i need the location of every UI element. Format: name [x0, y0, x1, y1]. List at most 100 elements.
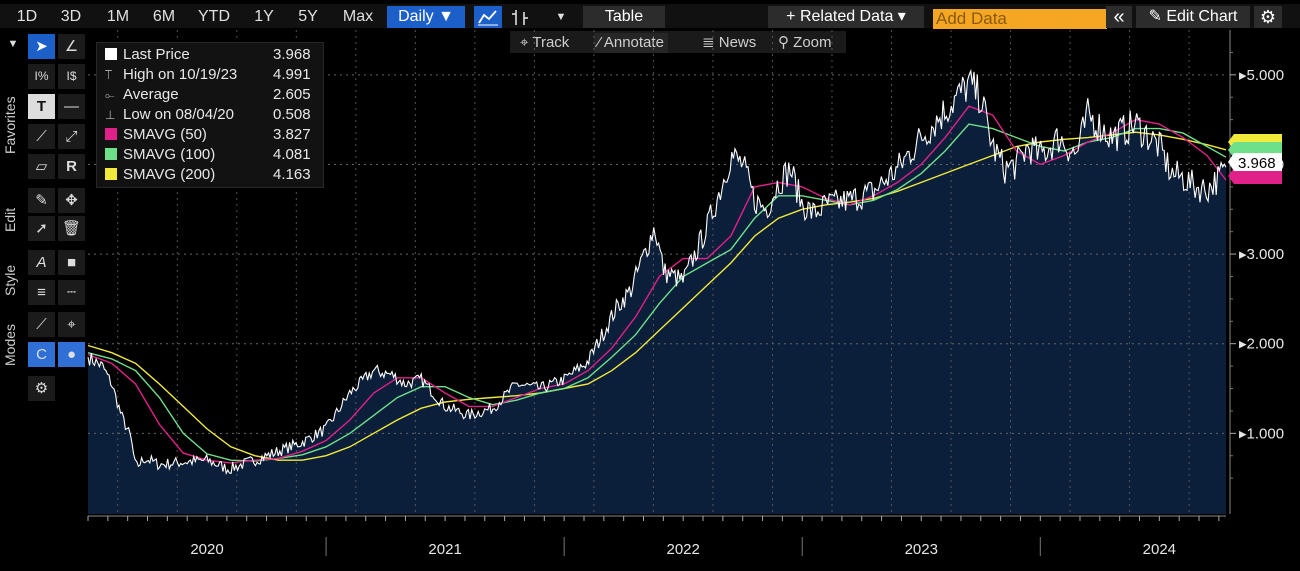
news-icon: ≣	[702, 34, 715, 51]
range-ytd-button[interactable]: YTD	[198, 8, 230, 25]
related-data-button[interactable]: + Related Data ▾	[768, 6, 924, 28]
track-button[interactable]: ⌖ Track	[520, 33, 569, 53]
range-1d-button[interactable]: 1D	[16, 8, 38, 25]
settings-small-icon[interactable]: ⚙	[28, 376, 55, 401]
legend-value: 4.163	[273, 166, 311, 183]
ray-line-icon[interactable]: ⤢	[58, 124, 85, 149]
legend-row: ⟜ Average	[105, 85, 179, 105]
legend-label: SMAVG (50)	[123, 126, 207, 143]
font-style-icon[interactable]: A	[28, 250, 55, 275]
x-tick-label: 2021	[428, 541, 461, 558]
legend-value: 4.081	[273, 146, 311, 163]
last-price-tag	[1228, 153, 1282, 171]
line-chart-type-button[interactable]	[474, 6, 502, 28]
range-1y-button[interactable]: 1Y	[254, 8, 274, 25]
legend-value: 3.968	[273, 46, 311, 63]
crosshair-icon: ⌖	[520, 34, 529, 51]
range-1m-button[interactable]: 1M	[106, 8, 130, 25]
legend-marker-icon: ⊥	[105, 108, 116, 122]
annotate-button[interactable]: ⁄ Annotate	[594, 33, 668, 53]
price-area	[88, 70, 1226, 515]
tool-panel: Favorites Edit Style Modes ▼ ➤ ∠ I% I$ T…	[0, 30, 90, 410]
draw-pen-icon[interactable]: ✎	[28, 188, 55, 213]
legend-row: Last Price	[105, 45, 190, 65]
legend-row: SMAVG (200)	[105, 165, 215, 185]
legend-swatch	[105, 168, 117, 180]
y-tick-label: ▸1.000	[1239, 425, 1284, 442]
pencil-icon: ✎	[1148, 8, 1162, 25]
y-tick-label: ▸5.000	[1239, 67, 1284, 84]
x-tick-label: 2020	[190, 541, 223, 558]
fill-color-icon[interactable]: ■	[58, 250, 85, 275]
legend-label: SMAVG (200)	[123, 166, 216, 183]
edit-chart-label: Edit Chart	[1166, 8, 1238, 25]
news-button[interactable]: ≣ News	[702, 33, 756, 53]
news-label: News	[718, 34, 757, 51]
bar-chart-type-button[interactable]	[506, 6, 534, 28]
legend-value: 0.508	[273, 106, 311, 123]
legend-value: 2.605	[273, 86, 311, 103]
pointer-tool-icon[interactable]: ➤	[28, 34, 55, 59]
line-style-icon[interactable]: ┄	[58, 280, 85, 305]
regression-icon[interactable]: R	[58, 154, 85, 179]
legend-value: 4.991	[273, 66, 311, 83]
edit-chart-button[interactable]: ✎ Edit Chart	[1136, 6, 1250, 28]
channel-icon[interactable]: ▱	[28, 154, 55, 179]
range-6m-button[interactable]: 6M	[152, 8, 176, 25]
chart-type-dropdown[interactable]: ▼	[555, 11, 567, 23]
trash-icon[interactable]: 🗑	[58, 216, 85, 241]
legend-marker-icon: ⟙	[105, 68, 113, 82]
collapse-icon[interactable]: «	[1106, 6, 1132, 28]
y-tick-label: ▸2.000	[1239, 336, 1284, 353]
move-icon[interactable]: ✥	[58, 188, 85, 213]
legend-row: SMAVG (100)	[105, 145, 215, 165]
gear-icon[interactable]: ⚙	[1254, 6, 1282, 28]
legend-label: Average	[123, 86, 179, 103]
chart-legend: Last Price 3.968 ⟙ High on 10/19/23 4.991 ⟜ Av…	[96, 42, 324, 188]
y-tick-label: ▸3.000	[1239, 246, 1284, 263]
x-tick-label: 2024	[1143, 541, 1176, 558]
line-chart-icon	[478, 10, 498, 26]
zoom-label: Zoom	[793, 34, 832, 51]
legend-label: Last Price	[123, 46, 190, 63]
text-tool-icon[interactable]: T	[28, 94, 55, 119]
sma50-tag	[1228, 168, 1282, 184]
x-tick-label: 2023	[905, 541, 938, 558]
track-label: Track	[532, 34, 570, 51]
price-line	[87, 68, 1227, 475]
legend-row: ⟙ High on 10/19/23	[105, 65, 237, 85]
last-price-tag-label: 3.968	[1238, 155, 1276, 172]
trendline-icon[interactable]: ⟋	[28, 124, 55, 149]
legend-swatch	[105, 48, 117, 60]
x-tick-label: 2022	[667, 541, 700, 558]
range-max-button[interactable]: Max	[342, 8, 374, 25]
snap-icon[interactable]: ⌖	[58, 312, 85, 337]
range-3d-button[interactable]: 3D	[60, 8, 82, 25]
legend-value: 3.827	[273, 126, 311, 143]
percent-axis-icon[interactable]: I%	[28, 64, 55, 89]
magnifier-icon: ⚲	[778, 34, 789, 51]
line-weight-icon[interactable]: ≡	[28, 280, 55, 305]
dollar-axis-icon[interactable]: I$	[58, 64, 85, 89]
range-toolbar: 1D 3D 1M 6M YTD 1Y 5Y Max Daily ▼ ▼ Tabl…	[0, 4, 1300, 29]
ohlc-icon	[512, 10, 528, 25]
table-button[interactable]: Table	[583, 6, 665, 28]
range-5y-button[interactable]: 5Y	[298, 8, 318, 25]
horizontal-line-icon[interactable]: —	[58, 94, 85, 119]
zoom-button[interactable]: ⚲ Zoom	[778, 33, 832, 53]
add-data-input[interactable]	[933, 9, 1107, 29]
legend-label: Low on 08/04/20	[123, 106, 234, 123]
angle-tool-icon[interactable]: ∠	[58, 34, 85, 59]
legend-label: SMAVG (100)	[123, 146, 216, 163]
annotate-icon: ⁄	[598, 34, 601, 51]
measure-icon[interactable]: ⟋	[28, 312, 55, 337]
select-arrow-icon[interactable]: ➚	[28, 216, 55, 241]
legend-label: High on 10/19/23	[123, 66, 238, 83]
panel-dropdown-icon[interactable]: ▼	[7, 38, 19, 50]
magnet-mode-icon[interactable]: C	[28, 342, 55, 367]
color-palette-icon[interactable]: ●	[58, 342, 85, 367]
frequency-dropdown[interactable]: Daily ▼	[387, 6, 465, 28]
legend-row: ⊥ Low on 08/04/20	[105, 105, 234, 125]
sma50-line	[87, 105, 1227, 464]
